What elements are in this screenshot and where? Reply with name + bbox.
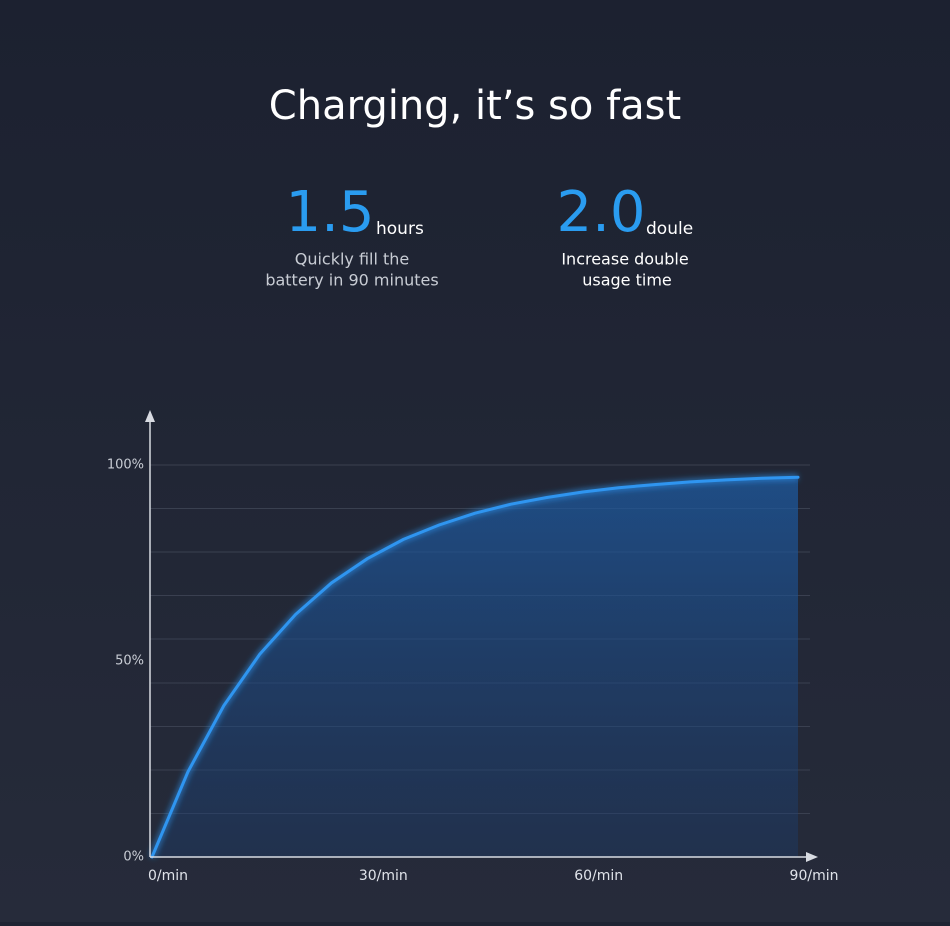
stat-text: Quickly fill the (295, 250, 410, 269)
y-tick-label: 0% (123, 850, 144, 865)
y-tick-label: 50% (115, 654, 144, 669)
area-fill (152, 477, 798, 857)
chart: 0% 50% 100% 0/min 30/min 60/min 90/min (107, 410, 839, 884)
x-tick-label: 0/min (148, 868, 188, 884)
stat-text: usage time (582, 271, 672, 290)
stat-unit: doule (646, 219, 693, 239)
stat-text: Increase double (561, 250, 688, 269)
y-tick-label: 100% (107, 458, 144, 473)
stat-number: 2.0 (556, 180, 645, 245)
y-axis-arrow (145, 410, 155, 422)
stat-number: 1.5 (285, 180, 374, 245)
stat-unit: hours (376, 219, 424, 239)
x-tick-label: 30/min (359, 868, 408, 884)
x-tick-label: 90/min (790, 868, 839, 884)
title: Charging, it’s so fast (269, 83, 681, 129)
stat-text: battery in 90 minutes (265, 271, 438, 290)
x-tick-label: 60/min (574, 868, 623, 884)
x-axis-arrow (806, 852, 818, 862)
line (150, 475, 800, 859)
